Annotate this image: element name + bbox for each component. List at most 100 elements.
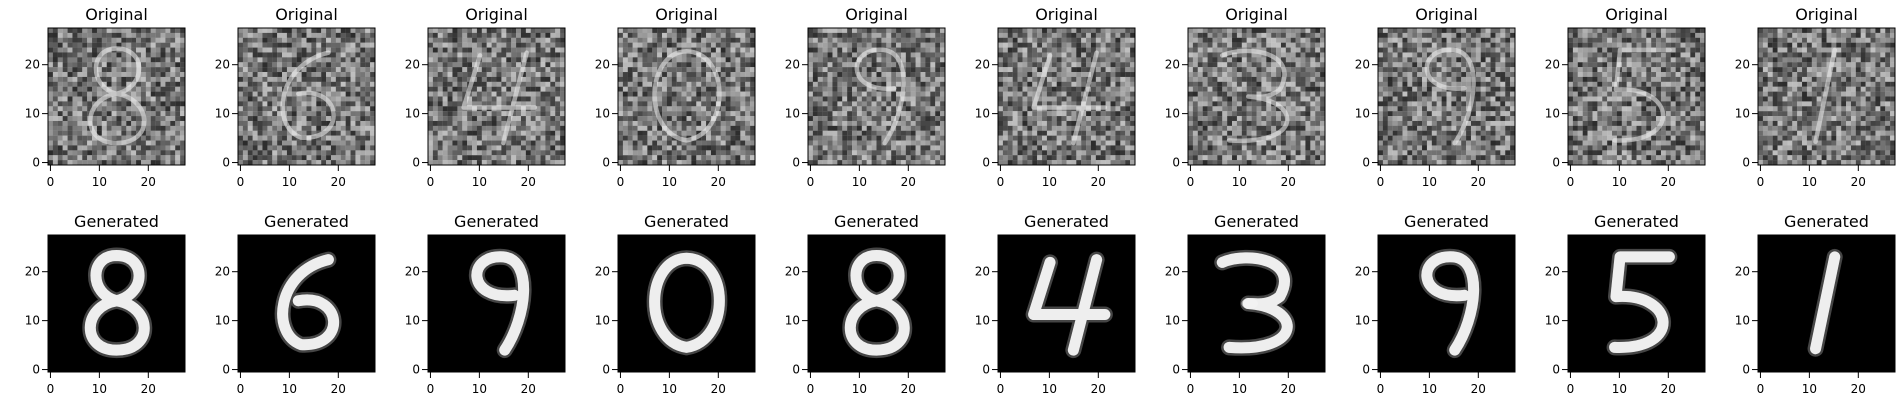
pixel — [1042, 140, 1048, 146]
pixel — [622, 130, 628, 136]
pixel — [365, 47, 371, 53]
pixel — [730, 91, 736, 97]
pixel — [632, 160, 638, 166]
pixel — [506, 28, 512, 34]
pixel — [832, 125, 838, 131]
pixel — [852, 52, 858, 58]
pixel — [145, 96, 151, 102]
pixel — [472, 47, 478, 53]
pixel — [106, 160, 112, 166]
pixel — [720, 72, 726, 78]
pixel — [101, 145, 107, 151]
pixel — [111, 145, 117, 151]
pixel — [96, 155, 102, 161]
pixel — [720, 86, 726, 92]
pixel — [886, 67, 892, 73]
pixel — [715, 32, 721, 38]
pixel — [257, 116, 263, 122]
pixel — [355, 130, 361, 136]
pixel — [155, 155, 161, 161]
pixel — [1202, 28, 1208, 34]
pixel — [627, 62, 633, 68]
pixel — [725, 125, 731, 131]
pixel — [852, 72, 858, 78]
pixel — [1066, 155, 1072, 161]
pixel — [282, 52, 288, 58]
pixel — [92, 47, 98, 53]
pixel — [710, 52, 717, 58]
pixel — [432, 32, 438, 38]
pixel — [1100, 120, 1106, 127]
pixel — [1027, 96, 1033, 102]
pixel — [1032, 150, 1038, 156]
pixel — [1086, 57, 1092, 63]
pixel — [662, 135, 668, 141]
pixel — [432, 106, 438, 112]
pixel — [272, 57, 278, 63]
pixel — [701, 111, 707, 117]
x-tick-label: 0 — [997, 382, 1005, 396]
pixel — [472, 125, 478, 131]
pixel — [1027, 106, 1033, 112]
original-image — [618, 28, 756, 166]
pixel — [520, 155, 527, 161]
pixel — [827, 130, 833, 136]
pixel — [832, 140, 838, 146]
pixel — [925, 91, 931, 97]
pixel — [618, 145, 624, 151]
pixel — [355, 28, 361, 34]
pixel — [915, 155, 921, 161]
pixel — [1012, 160, 1018, 166]
pixel — [691, 96, 697, 102]
pixel — [720, 42, 726, 48]
pixel — [740, 160, 746, 166]
pixel — [516, 125, 522, 131]
pixel — [627, 101, 633, 107]
pixel — [1105, 32, 1111, 38]
pixel — [842, 76, 848, 82]
pixel — [1300, 32, 1306, 38]
pixel — [476, 67, 482, 73]
pixel — [876, 72, 882, 78]
pixel — [935, 37, 941, 43]
pixel — [540, 57, 546, 63]
pixel — [140, 160, 147, 166]
pixel — [111, 155, 117, 161]
pixel — [501, 91, 507, 97]
pixel — [915, 150, 921, 156]
pixel — [856, 145, 862, 151]
pixel — [891, 28, 897, 34]
pixel — [842, 72, 848, 78]
pixel — [642, 76, 648, 82]
pixel — [501, 101, 507, 107]
pixel — [750, 130, 756, 136]
pixel — [155, 72, 161, 78]
pixel — [516, 32, 522, 38]
pixel — [905, 145, 911, 151]
pixel — [48, 106, 54, 112]
y-tick-label: 10 — [25, 107, 40, 121]
pixel — [1236, 28, 1242, 34]
pixel — [67, 125, 73, 131]
pixel — [301, 72, 307, 78]
pixel — [930, 57, 936, 63]
pixel — [1007, 28, 1013, 34]
pixel — [62, 57, 68, 63]
pixel — [666, 81, 672, 87]
pixel — [1037, 155, 1043, 161]
pixel — [140, 145, 147, 151]
pixel — [618, 96, 624, 102]
pixel — [106, 42, 112, 48]
pixel — [750, 57, 756, 63]
pixel — [652, 111, 658, 117]
pixel — [666, 155, 672, 161]
pixel — [428, 150, 434, 156]
pixel — [116, 96, 122, 102]
pixel — [662, 52, 668, 58]
pixel — [282, 72, 288, 78]
pixel — [67, 140, 73, 146]
pixel — [710, 42, 717, 48]
pixel — [1090, 96, 1097, 102]
pixel — [131, 125, 137, 131]
